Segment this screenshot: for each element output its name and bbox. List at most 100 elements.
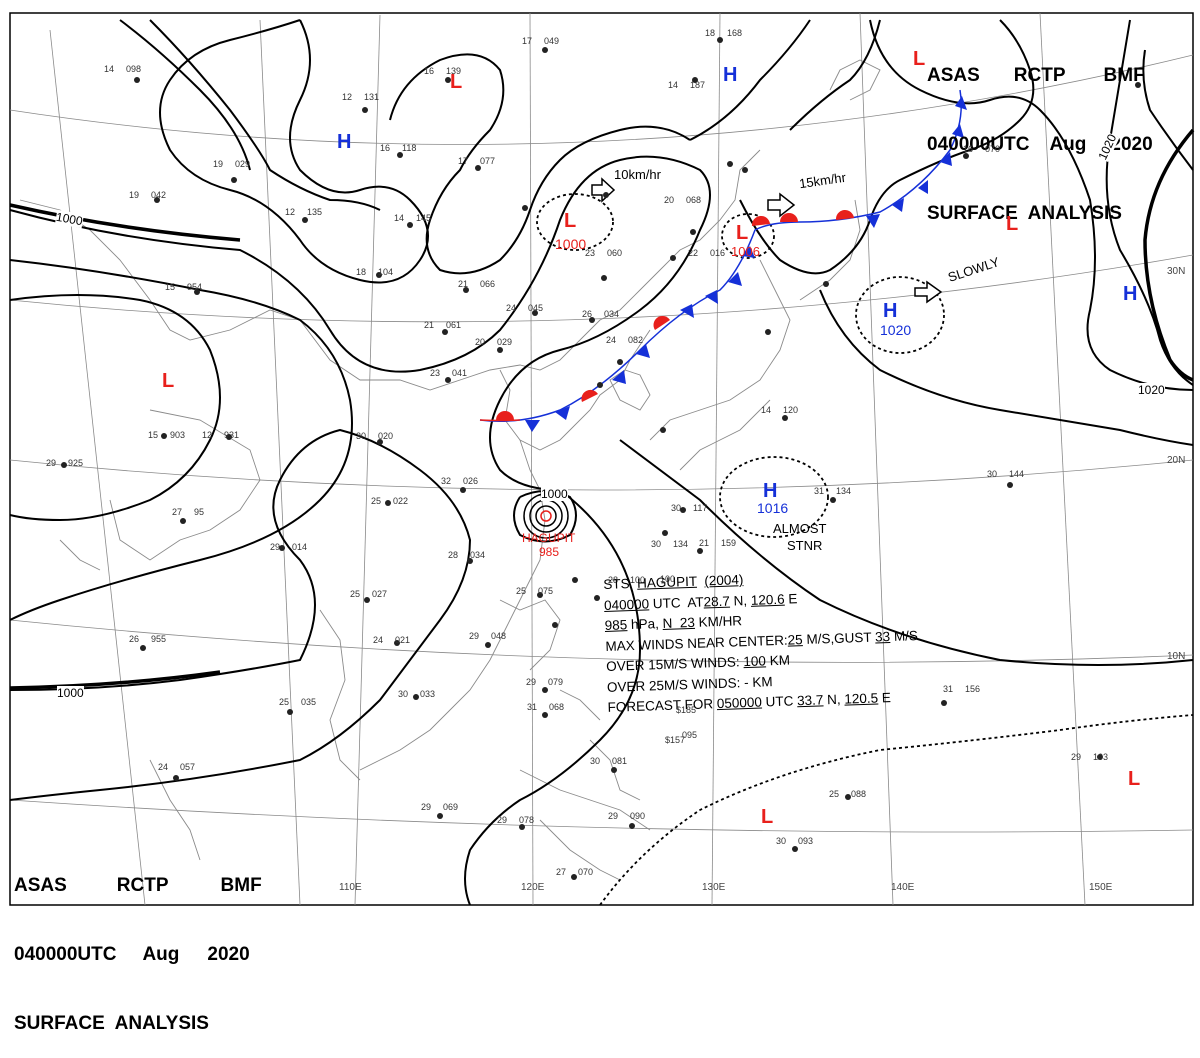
station-pressure: 070 bbox=[578, 867, 594, 877]
info-name: HAGUPIT bbox=[636, 573, 698, 591]
station-pressure: 100 bbox=[630, 575, 646, 585]
station-pressure: 061 bbox=[446, 320, 462, 330]
info-lat: 28.7 bbox=[703, 593, 731, 610]
station-pressure: 925 bbox=[68, 458, 84, 468]
info-text: N, bbox=[729, 592, 752, 609]
high-center-symbol: H bbox=[883, 300, 898, 322]
station-temperature: 29 bbox=[421, 802, 432, 812]
footer-month: Aug bbox=[142, 944, 180, 965]
footer-agency: ASAS bbox=[14, 875, 67, 896]
isobar-ne-2 bbox=[869, 19, 1194, 391]
station-plot: 27 95 bbox=[172, 507, 204, 517]
isobar-n2 bbox=[149, 19, 381, 211]
station-plot: 30 117 bbox=[671, 503, 707, 513]
station-pressure: 131 bbox=[364, 92, 380, 102]
info-text: M/S,GUST bbox=[802, 629, 876, 647]
lat-label: 10N bbox=[1167, 651, 1186, 662]
station-pressure: 903 bbox=[170, 430, 186, 440]
info-max-wind: 25 bbox=[787, 631, 803, 648]
footer-office: BMF bbox=[220, 875, 262, 896]
station-pressure: 159 bbox=[721, 538, 737, 548]
station-pressure: 027 bbox=[372, 589, 388, 599]
station-temperature: 18 bbox=[356, 267, 367, 277]
station-pressure: 048 bbox=[491, 631, 507, 641]
station-plot: 25 075 bbox=[516, 586, 553, 596]
station-pressure: 139 bbox=[446, 66, 462, 76]
station-plot: 20 068 bbox=[664, 195, 701, 205]
isobar-outer-1 bbox=[9, 259, 353, 621]
station-pressure: 034 bbox=[470, 550, 486, 560]
low-center-symbol: L bbox=[761, 806, 774, 828]
station-temperature: 14 bbox=[761, 405, 772, 415]
station-plot: 17 049 bbox=[522, 36, 559, 46]
station-plot: 14 098 bbox=[104, 64, 141, 74]
station-plot: 25 022 bbox=[371, 496, 408, 506]
header-office: BMF bbox=[1103, 65, 1145, 86]
station-pressure: 088 bbox=[851, 789, 867, 799]
station-plot: 26 034 bbox=[582, 309, 619, 319]
station-plot: 15 903 bbox=[148, 430, 185, 440]
info-speed: 23 bbox=[672, 614, 696, 631]
station-plot: 29 078 bbox=[497, 815, 534, 825]
station-temperature: 14 bbox=[668, 80, 679, 90]
info-text: KM bbox=[765, 652, 791, 669]
station-pressure: 135 bbox=[307, 207, 323, 217]
station-temperature: 30 bbox=[398, 689, 409, 699]
header-center: RCTP bbox=[1013, 65, 1066, 86]
station-temperature: 30 bbox=[776, 836, 787, 846]
station-plot: 25 035 bbox=[279, 697, 316, 707]
dashed-isobars bbox=[536, 193, 1194, 906]
station-pressure: 021 bbox=[395, 635, 411, 645]
motion-speed: ALMOST bbox=[773, 521, 827, 536]
station-pressure: 016 bbox=[710, 248, 726, 258]
isobars bbox=[9, 19, 1194, 906]
info-text: OVER 15M/S WINDS: bbox=[605, 654, 744, 674]
station-pressure: 077 bbox=[480, 156, 496, 166]
station-plot: 12 931 bbox=[202, 430, 239, 440]
low-center-symbol: L bbox=[450, 71, 463, 93]
station-temperature: 24 bbox=[373, 635, 384, 645]
station-plot: 29 090 bbox=[608, 811, 645, 821]
station-plot: 25 027 bbox=[350, 589, 387, 599]
lon-label: 140E bbox=[891, 882, 915, 893]
station-plot: 31 134 bbox=[814, 486, 851, 496]
lat-label: 30N bbox=[1167, 266, 1186, 277]
info-forecast-lat: 33.7 bbox=[796, 692, 824, 709]
info-text: M/S bbox=[889, 627, 919, 644]
station-plot: 28 034 bbox=[448, 550, 485, 560]
low-center-symbol: L bbox=[913, 48, 926, 70]
footer-center: RCTP bbox=[116, 875, 169, 896]
station-plot: 23 060 bbox=[585, 248, 622, 258]
footer-title: SURFACE ANALYSIS bbox=[14, 1013, 209, 1034]
station-plot: 30 081 bbox=[590, 756, 627, 766]
isobar-label: 1020 bbox=[1138, 383, 1165, 397]
station-plot: 28 100 bbox=[608, 575, 645, 585]
station-temperature: 24 bbox=[158, 762, 169, 772]
isobar-east-2 bbox=[789, 19, 881, 131]
station-plot: 24 057 bbox=[158, 762, 195, 772]
station-plot: 20 029 bbox=[475, 337, 512, 347]
station-plot: 14 145 bbox=[394, 213, 431, 223]
station-plot: 30 033 bbox=[398, 689, 435, 699]
station-plot: 16 118 bbox=[380, 143, 416, 153]
info-time: 040000 bbox=[603, 595, 650, 613]
info-forecast-lon: 120.5 bbox=[844, 690, 879, 707]
station-temperature: 30 bbox=[671, 503, 682, 513]
isobar-korea-low bbox=[689, 19, 811, 141]
station-plot: 24 082 bbox=[606, 335, 643, 345]
station-plot: 100 bbox=[660, 574, 675, 584]
station-temperature: 12 bbox=[202, 430, 213, 440]
info-category: STS bbox=[603, 575, 638, 592]
station-temperature: 26 bbox=[129, 634, 140, 644]
station-plot: 32 026 bbox=[441, 476, 478, 486]
station-temperature: 28 bbox=[448, 550, 459, 560]
station-pressure: 104 bbox=[378, 267, 394, 277]
station-temperature: 22 bbox=[688, 248, 699, 258]
info-lon: 120.6 bbox=[750, 591, 785, 608]
low-pressure-value: 1006 bbox=[731, 244, 760, 259]
station-pressure: 078 bbox=[519, 815, 535, 825]
station-temperature: 19 bbox=[129, 190, 140, 200]
station-plot: 12 131 bbox=[342, 92, 379, 102]
station-temperature: 31 bbox=[527, 702, 538, 712]
station-pressure: 093 bbox=[798, 836, 814, 846]
